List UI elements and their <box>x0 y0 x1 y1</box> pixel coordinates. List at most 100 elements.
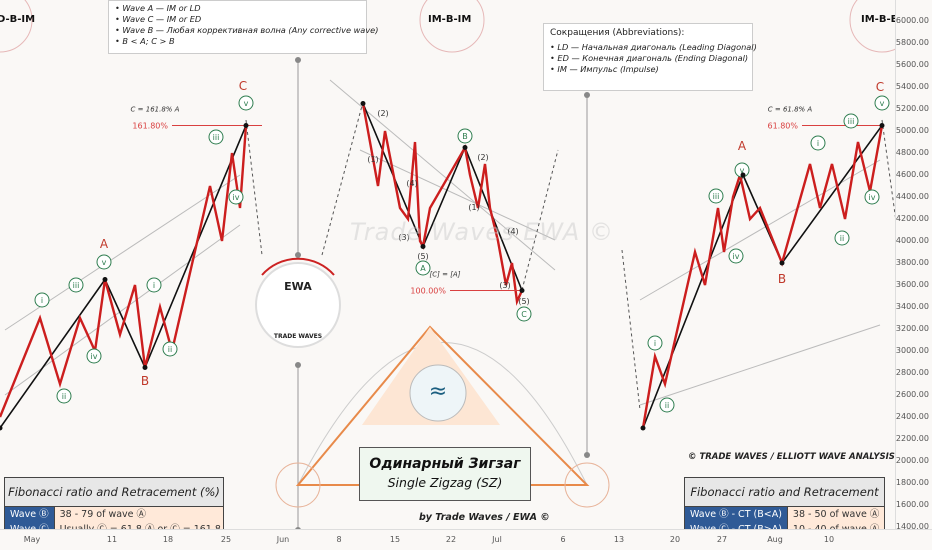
abbreviations-title: Сокращения (Abbreviations): <box>550 28 685 38</box>
logo-arc <box>261 257 335 276</box>
time-tick: 13 <box>613 535 625 544</box>
wave-rules-note: • Wave A — IM or LD • Wave C — IM or ED … <box>108 0 379 54</box>
table-cell-key: Wave Ⓑ <box>5 507 55 522</box>
time-tick: 18 <box>162 535 174 544</box>
title-right: IM-B-ED <box>861 14 906 25</box>
time-tick: 22 <box>445 535 457 544</box>
note-line: • Wave C — IM or ED <box>115 14 202 24</box>
wave-circle-label: A <box>420 264 426 273</box>
fib-table-header: Fibonacci ratio and Retracement (%) <box>5 478 223 507</box>
pivot-point <box>0 425 3 431</box>
price-tick: 4800.00 <box>895 148 929 157</box>
pattern-subtitle: Single Zigzag (SZ) <box>387 475 503 490</box>
subwave-label: (1) <box>367 155 378 164</box>
time-tick: May <box>23 535 41 544</box>
fib-table-left: Fibonacci ratio and Retracement (%) Wave… <box>4 477 224 532</box>
table-cell-key: Wave Ⓒ <box>5 522 55 531</box>
wave-logo-icon: ≈ <box>429 379 447 404</box>
price-tick: 1400.00 <box>895 522 929 531</box>
wave-letter: B <box>778 272 786 286</box>
table-cell-value: 38 - 50 of wave Ⓐ <box>787 507 884 522</box>
wave-circle-label: i <box>817 139 819 148</box>
dashed-connector <box>321 101 364 256</box>
price-tick: 2600.00 <box>895 390 929 399</box>
wave-circle-label: ii <box>62 392 66 401</box>
impulse-wave <box>641 125 884 429</box>
wave-circle-marker <box>208 129 224 145</box>
subwave-label: (1) <box>468 203 479 212</box>
wave-circle-marker <box>516 306 532 322</box>
time-tick: Jul <box>492 535 502 544</box>
impulse-wave <box>0 125 248 418</box>
price-tick: 3600.00 <box>895 280 929 289</box>
price-tick: 3000.00 <box>895 346 929 355</box>
note-line: • LD — Начальная диагональ (Leading Diag… <box>550 42 757 52</box>
wave-circle-marker <box>86 348 102 364</box>
table-row: Wave Ⓑ - CT (B<A) 38 - 50 of wave Ⓐ <box>685 507 884 522</box>
subwave-label: (5) <box>518 297 529 306</box>
wave-circle-marker <box>843 113 859 129</box>
wave-circle-marker <box>647 335 663 351</box>
time-tick: 27 <box>716 535 728 544</box>
note-line: • Wave A — IM or LD <box>115 3 201 13</box>
wave-circle-label: i <box>41 296 43 305</box>
dashed-connector <box>245 119 263 256</box>
price-tick: 5400.00 <box>895 82 929 91</box>
channel-line <box>639 324 881 406</box>
price-tick: 2000.00 <box>895 456 929 465</box>
wave-circle-marker <box>96 254 112 270</box>
price-tick: 4600.00 <box>895 170 929 179</box>
wave-circle-marker <box>864 189 880 205</box>
title-left: D-B-IM <box>0 14 36 25</box>
pattern-title: Одинарный Зигзаг <box>369 456 521 472</box>
pivot-point <box>102 277 108 282</box>
wave-circle-label: ii <box>168 345 172 354</box>
price-tick: 4400.00 <box>895 192 929 201</box>
wave-circle-marker <box>238 95 254 111</box>
price-tick: 5800.00 <box>895 38 929 47</box>
fib-note: C = 61.8% A <box>768 106 813 114</box>
fib-note: C = 161.8% A <box>131 106 180 114</box>
note-line: • Wave B — Любая коррективная волна (Any… <box>115 25 379 35</box>
price-tick: 1800.00 <box>895 478 929 487</box>
subwave-label: (4) <box>507 227 518 236</box>
fib-table-header: Fibonacci ratio and Retracement (%) <box>685 478 884 527</box>
table-cell-value: 10 - 40 of wave Ⓐ <box>787 522 884 531</box>
wave-circle-label: iii <box>73 281 80 290</box>
price-tick: 1600.00 <box>895 500 929 509</box>
pivot-point <box>640 425 646 431</box>
wave-circle-marker <box>457 128 473 144</box>
wave-circle-label: ii <box>665 401 669 410</box>
wave-circle-marker <box>874 95 890 111</box>
pivot-point <box>779 260 785 266</box>
abbreviations-note: Сокращения (Abbreviations): • LD — Начал… <box>543 23 757 91</box>
corner-circle <box>419 0 485 53</box>
pivot-point <box>462 145 468 150</box>
subwave-label: (2) <box>477 153 488 162</box>
time-tick: 11 <box>106 535 118 544</box>
trend-line <box>0 125 247 429</box>
subwave-label: (5) <box>417 252 428 261</box>
subwave-label: (3) <box>398 233 409 242</box>
price-tick: 3200.00 <box>895 324 929 333</box>
table-cell-value: Usually Ⓒ = 61.8 Ⓐ or Ⓒ = 161.8 Ⓐ <box>54 522 223 531</box>
wave-circle-label: iv <box>869 193 876 202</box>
wave-circle-label: C <box>521 310 527 319</box>
time-axis[interactable]: May 11 18 25 Jun 8 15 22 Jul 6 13 20 27 Aug 10 <box>0 529 932 550</box>
table-row: Wave Ⓑ 38 - 79 of wave Ⓐ <box>5 507 223 522</box>
wave-circle-label: v <box>880 99 885 108</box>
price-axis[interactable]: 6000.00 5800.00 5600.00 5400.00 5200.00 5000.… <box>895 0 932 531</box>
time-tick: 15 <box>389 535 401 544</box>
wave-letter: C <box>876 80 884 94</box>
watermark: Trade Waves EWA © <box>350 218 614 246</box>
separator-dot <box>584 92 590 98</box>
fib-level-label: 161.80% <box>132 122 168 131</box>
subwave-label: (4) <box>406 179 417 188</box>
wave-circle-label: ii <box>840 234 844 243</box>
price-tick: 3400.00 <box>895 302 929 311</box>
fib-note: [C] = [A] <box>430 271 461 279</box>
pivot-point <box>420 244 426 249</box>
subwave-label: (2) <box>377 109 388 118</box>
wave-circle-label: iii <box>848 117 855 126</box>
dashed-connector <box>521 149 559 291</box>
